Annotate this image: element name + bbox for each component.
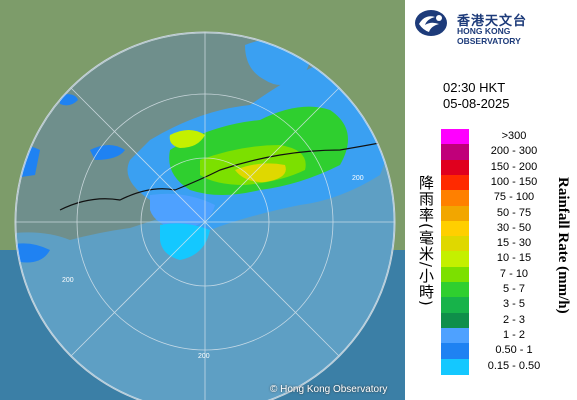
legend-label: 2 - 3	[502, 313, 525, 326]
legend-swatch	[441, 297, 469, 314]
copyright-credit: © Hong Kong Observatory	[270, 384, 388, 395]
range-label-south: 200	[198, 353, 210, 360]
legend-swatch	[441, 220, 469, 237]
legend-label: 3 - 5	[502, 298, 525, 311]
hko-logo: 香港天文台 HONG KONG OBSERVATORY	[413, 8, 573, 46]
legend-label: 200 - 300	[490, 145, 538, 158]
legend-swatch	[441, 174, 469, 191]
org-name-zh: 香港天文台	[457, 14, 528, 29]
legend-label: 0.50 - 1	[495, 344, 533, 357]
legend-label: 0.15 - 0.50	[487, 359, 541, 372]
radar-map[interactable]: 200 200 200 © Hong Kong Observatory	[0, 0, 405, 400]
legend-label: 30 - 50	[496, 221, 532, 234]
legend-swatch	[441, 159, 469, 176]
legend-swatch	[441, 190, 469, 207]
legend-label: 10 - 15	[496, 252, 532, 265]
legend-swatch	[441, 205, 469, 222]
legend-label: 7 - 10	[499, 267, 529, 280]
legend-swatch	[441, 266, 469, 283]
legend-swatch	[441, 343, 469, 360]
range-label-west: 200	[62, 277, 74, 284]
info-panel: 香港天文台 HONG KONG OBSERVATORY 02:30 HKT 05…	[405, 0, 577, 400]
legend-swatch	[441, 236, 469, 253]
org-name-en: HONG KONG OBSERVATORY	[457, 26, 521, 46]
legend-swatch	[441, 282, 469, 298]
legend-label: 50 - 75	[496, 206, 532, 219]
legend-swatch	[441, 312, 469, 329]
legend-label: 75 - 100	[493, 191, 535, 204]
range-label-east: 200	[352, 175, 364, 182]
observation-time: 02:30 HKT	[443, 80, 506, 95]
hko-logo-icon	[415, 10, 447, 36]
legend-swatch	[441, 358, 469, 375]
coastline	[59, 139, 395, 211]
legend-title-zh: 降雨率(毫米/小時)	[417, 175, 435, 307]
legend-label: >300	[501, 130, 527, 142]
legend-swatch	[441, 327, 469, 344]
legend-label: 15 - 30	[496, 237, 532, 250]
legend-swatch	[441, 129, 469, 145]
legend-swatch	[441, 251, 469, 268]
legend-title-en: Rainfall Rate (mm/h)	[555, 176, 571, 314]
legend-label: 150 - 200	[490, 160, 538, 173]
radar-image: 200 200 200	[0, 0, 405, 400]
legend-label: 1 - 2	[502, 328, 525, 341]
radar-range-edge	[14, 31, 396, 400]
legend-label: 5 - 7	[502, 283, 525, 295]
legend-label: 100 - 150	[490, 175, 538, 188]
legend-swatch	[441, 144, 469, 161]
observation-date: 05-08-2025	[443, 96, 510, 111]
range-rings	[15, 32, 395, 400]
sea-area	[15, 150, 395, 400]
